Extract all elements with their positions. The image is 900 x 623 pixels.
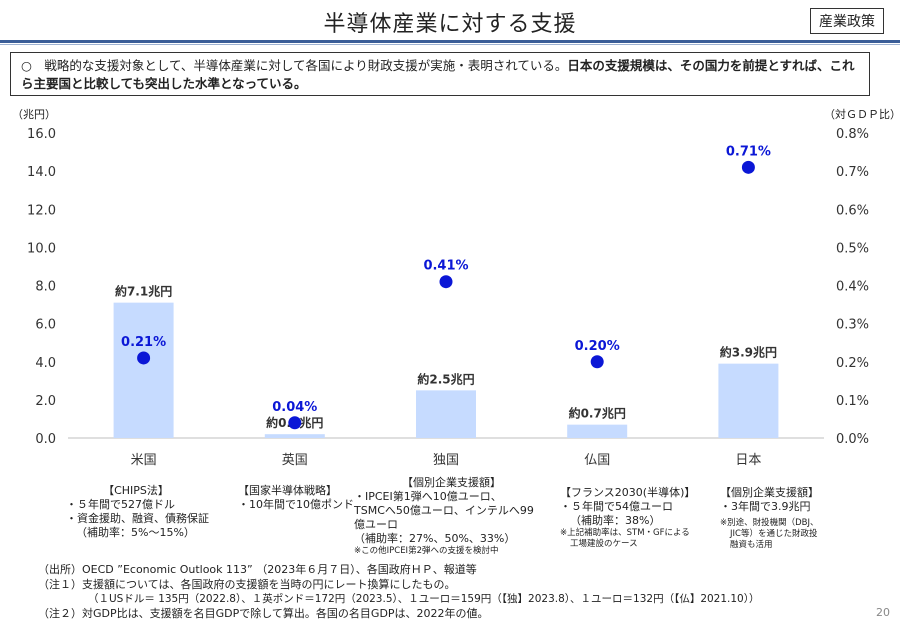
bar (416, 390, 476, 438)
note-de-small: ※この他IPCEI第2弾への支援を検討中 (354, 546, 499, 556)
note-us-line: ・資金援助、融資、債務保証 (66, 512, 209, 525)
right-axis-tick: 0.3% (836, 318, 869, 333)
gdp-ratio-label: 0.21% (121, 335, 166, 350)
right-axis-tick: 0.6% (836, 203, 869, 218)
gdp-ratio-point (288, 416, 302, 430)
gdp-ratio-label: 0.71% (726, 144, 771, 159)
gdp-ratio-point (137, 351, 151, 365)
note-jp: 【個別企業支援額】 ・3年間で3.9兆円 ※別途、財投機関（DBJ、 JIC等）… (720, 486, 870, 551)
category-label: 英国 (282, 453, 308, 468)
category-label: 仏国 (584, 453, 610, 468)
bar (113, 302, 174, 438)
note-us-title: 【CHIPS法】 (103, 484, 169, 497)
note-de-line: 億ユーロ (354, 518, 398, 531)
note-fr-line: ・５年間で54億ユーロ (560, 500, 673, 513)
bar (264, 434, 325, 438)
footnote-1: （注１）支援額については、各国政府の支援額を当時の円にレート換算にしたもの。 (38, 578, 456, 591)
right-axis-tick: 0.4% (836, 280, 869, 295)
note-us: 【CHIPS法】 ・５年間で527億ドル ・資金援助、融資、債務保証 （補助率：… (66, 484, 236, 540)
summary-box: ○ 戦略的な支援対象として、半導体産業に対して各国により財政支援が実施・表明され… (10, 52, 870, 96)
note-de-line: （補助率：27%、50%、33%） (354, 532, 516, 545)
gdp-ratio-label: 0.20% (575, 339, 620, 354)
left-axis-label: （兆円） (12, 108, 56, 121)
left-axis-tick: 2.0 (35, 394, 56, 409)
note-uk: 【国家半導体戦略】 ・10年間で10億ポンド (238, 484, 358, 512)
left-axis-tick: 12.0 (27, 203, 56, 218)
note-us-line: ・５年間で527億ドル (66, 498, 175, 511)
gdp-ratio-point (590, 355, 604, 369)
left-axis-tick: 8.0 (35, 280, 56, 295)
category-badge: 産業政策 (810, 8, 884, 34)
note-fr-line: （補助率：38%） (570, 514, 661, 527)
left-axis-tick: 6.0 (35, 318, 56, 333)
note-fr-small: ※上記補助率は、STM・GFによる (560, 528, 690, 538)
note-uk-line: ・10年間で10億ポンド (238, 498, 354, 511)
bar-value-label: 約2.5兆円 (417, 371, 474, 386)
gdp-ratio-point (439, 275, 453, 289)
bar-value-label: 約3.9兆円 (720, 345, 777, 360)
left-axis-tick: 16.0 (27, 127, 56, 142)
note-de-title: 【個別企業支援額】 (402, 476, 501, 489)
page-title: 半導体産業に対する支援 (323, 12, 577, 37)
page-number: 20 (876, 606, 890, 619)
right-axis-tick: 0.1% (836, 394, 869, 409)
left-axis-tick: 10.0 (27, 241, 56, 256)
note-uk-title: 【国家半導体戦略】 (238, 484, 337, 497)
note-jp-small: JIC等）を通じた財政投 (730, 529, 818, 539)
header-subrule (0, 44, 900, 45)
note-jp-small: 融資も活用 (730, 540, 773, 550)
bar-value-label: 約0.7兆円 (569, 406, 626, 421)
note-de-line: ・IPCEI第1弾へ10億ユーロ、 (354, 490, 502, 503)
gdp-ratio-label: 0.04% (272, 400, 317, 415)
footnote-1-rates: （１USドル＝ 135円（2022.8）、１英ポンド＝172円（2023.5）、… (88, 593, 760, 605)
right-axis-label: （対ＧＤＰ比） (824, 108, 900, 121)
gdp-ratio-label: 0.41% (423, 259, 468, 274)
right-axis-tick: 0.2% (836, 356, 869, 371)
left-axis-tick: 4.0 (35, 356, 56, 371)
right-axis-tick: 0.7% (836, 165, 869, 180)
right-axis-tick: 0.0% (836, 432, 869, 447)
summary-text: ○ 戦略的な支援対象として、半導体産業に対して各国により財政支援が実施・表明され… (21, 58, 568, 73)
source-line: （出所）OECD ”Economic Outlook 113” （2023年６月… (38, 563, 477, 576)
header-rule (0, 40, 900, 43)
note-us-line: （補助率：5%～15%） (76, 526, 195, 539)
category-label: 米国 (131, 453, 157, 468)
right-axis-tick: 0.8% (836, 127, 869, 142)
footnote-2: （注２）対GDP比は、支援額を名目GDPで除して算出。各国の名目GDPは、202… (38, 607, 489, 620)
category-label: 独国 (433, 453, 459, 468)
bar-value-label: 約7.1兆円 (115, 284, 172, 299)
bar (718, 363, 779, 438)
gdp-ratio-point (741, 160, 755, 174)
note-jp-title: 【個別企業支援額】 (720, 486, 819, 499)
bar (567, 424, 628, 438)
note-jp-small: ※別途、財投機関（DBJ、 (720, 518, 819, 528)
right-axis-tick: 0.5% (836, 241, 869, 256)
note-fr: 【フランス2030(半導体)】 ・５年間で54億ユーロ （補助率：38%） ※上… (560, 486, 710, 550)
left-axis-tick: 14.0 (27, 165, 56, 180)
note-de: 【個別企業支援額】 ・IPCEI第1弾へ10億ユーロ、 TSMCへ50億ユーロ、… (354, 476, 549, 557)
left-axis-tick: 0.0 (35, 432, 56, 447)
note-fr-small: 工場建設のケース (570, 539, 638, 549)
note-de-line: TSMCへ50億ユーロ、インテルへ99 (354, 504, 534, 517)
note-jp-line: ・3年間で3.9兆円 (720, 500, 811, 513)
summary-emphasis: 日本の支援規模は、その国力を前提とすれば、これら主要国と比較しても突出した水準と… (21, 58, 855, 91)
category-label: 日本 (735, 453, 761, 468)
note-fr-title: 【フランス2030(半導体)】 (560, 486, 696, 499)
